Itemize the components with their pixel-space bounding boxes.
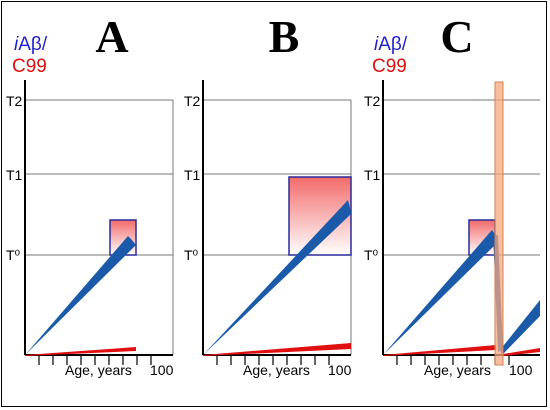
panel-b-tick-t0: T⁰ (184, 247, 199, 263)
panel-c-ylabel-c99: C99 (372, 56, 407, 77)
panel-a: A iAβ/ C99 T2 T1 T⁰ Age, years 100 (6, 11, 174, 378)
panel-a-c99-trajectory (25, 347, 136, 356)
panel-a-tick-t0: T⁰ (6, 247, 21, 263)
panel-c: C iAβ/ C99 T2 T1 T⁰ Age, years 100 (364, 11, 540, 378)
panel-a-x-ticks (38, 355, 152, 365)
panel-a-xmax: 100 (150, 362, 174, 378)
panel-c-tick-t2: T2 (364, 93, 381, 109)
panel-c-drug-treatment-band (494, 81, 504, 366)
panel-b-tick-t2: T2 (184, 93, 201, 109)
panel-c-iab-regrowth (500, 300, 540, 355)
panel-c-iab-rise (383, 230, 497, 355)
panel-c-ylabel-iab: iAβ/ (374, 34, 408, 55)
panel-c-tick-t0: T⁰ (364, 247, 379, 263)
panel-c-letter: C (440, 11, 473, 62)
panel-b-letter: B (269, 11, 300, 62)
panel-b-tick-t1: T1 (184, 167, 201, 183)
panel-a-ylabel-iab: iAβ/ (14, 34, 48, 55)
panel-b-xlabel: Age, years (243, 362, 310, 378)
panel-c-tick-t1: T1 (364, 167, 381, 183)
panel-c-c99-trajectory-before (383, 345, 496, 356)
panel-c-xlabel: Age, years (424, 362, 491, 378)
panel-b-c99-trajectory (203, 343, 351, 356)
panel-a-xlabel: Age, years (65, 362, 132, 378)
panel-b: B T2 T1 T⁰ Age, years 100 (184, 11, 352, 378)
panel-c-c99-trajectory-after (503, 348, 540, 356)
panel-b-xmax: 100 (328, 362, 352, 378)
panel-c-xmax: 100 (509, 362, 533, 378)
panel-a-iab-trajectory (25, 236, 136, 355)
panel-a-tick-t2: T2 (6, 93, 23, 109)
panel-c-x-ticks (396, 355, 510, 365)
panel-a-tick-t1: T1 (6, 167, 23, 183)
panel-a-letter: A (95, 11, 128, 62)
panel-b-x-ticks (216, 355, 330, 365)
panel-a-ylabel-c99: C99 (12, 56, 47, 77)
panel-b-iab-trajectory (203, 200, 351, 355)
